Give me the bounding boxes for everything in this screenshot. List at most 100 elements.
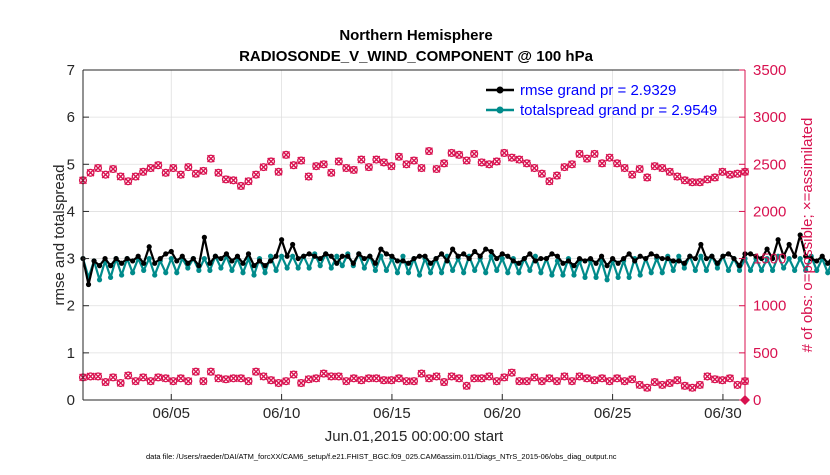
rmse-point xyxy=(792,253,798,259)
obs-possible-circle xyxy=(109,164,118,174)
totalspread-point xyxy=(284,265,290,271)
rmse-point xyxy=(345,253,351,259)
obs-possible-cross xyxy=(252,170,260,179)
obs-possible-cross xyxy=(718,167,727,176)
obs-possible-circle xyxy=(244,177,253,186)
rmse-point xyxy=(223,251,230,257)
obs-possible-cross xyxy=(364,163,373,172)
rmse-point xyxy=(814,258,820,264)
totalspread-point xyxy=(119,272,125,278)
totalspread-point xyxy=(201,255,207,262)
obs-assimilated-cross xyxy=(289,370,298,379)
obs-assimilated-circle xyxy=(229,374,238,383)
y-left-tick-label: 4 xyxy=(67,203,75,220)
obs-possible-circle xyxy=(477,158,486,167)
rmse-point xyxy=(654,253,660,259)
obs-assimilated-circle xyxy=(251,367,261,376)
obs-assimilated-cross xyxy=(327,372,336,381)
totalspread-point xyxy=(400,253,406,259)
obs-possible-cross xyxy=(289,161,298,170)
obs-possible-circle xyxy=(515,155,524,164)
rmse-point xyxy=(560,260,566,266)
obs-assimilated-cross xyxy=(244,377,253,386)
obs-assimilated-circle xyxy=(613,374,622,383)
obs-assimilated-cross xyxy=(410,377,418,386)
rmse-point xyxy=(152,260,158,266)
rmse-point xyxy=(571,263,577,269)
rmse-point xyxy=(621,255,627,262)
obs-possible-circle xyxy=(214,168,223,177)
obs-possible-cross xyxy=(507,153,516,162)
obs-possible-circle xyxy=(537,169,546,178)
rmse-point xyxy=(505,253,511,259)
obs-possible-circle xyxy=(387,162,396,171)
rmse-point xyxy=(240,260,246,266)
rmse-point xyxy=(218,255,224,262)
obs-possible-circle xyxy=(613,159,622,168)
obs-possible-circle xyxy=(169,164,178,173)
rmse-point xyxy=(764,246,770,252)
obs-assimilated-circle xyxy=(244,377,253,386)
obs-possible-circle xyxy=(289,161,298,170)
totalspread-line xyxy=(81,252,830,281)
obs-assimilated-circle xyxy=(124,371,133,380)
obs-assimilated-cross xyxy=(425,374,433,383)
rmse-point xyxy=(433,255,439,262)
rmse-point xyxy=(472,248,478,255)
obs-possible-circle xyxy=(688,178,697,187)
obs-possible-circle xyxy=(184,163,193,172)
totalspread-point xyxy=(163,270,169,276)
rmse-point xyxy=(372,260,378,266)
rmse-point xyxy=(367,253,373,259)
obs-assimilated-circle xyxy=(567,377,577,386)
rmse-point xyxy=(185,260,191,266)
totalspread-point xyxy=(659,270,665,276)
obs-assimilated-circle xyxy=(590,376,599,385)
obs-possible-circle xyxy=(319,160,328,169)
rmse-point xyxy=(808,255,814,262)
obs-assimilated-circle xyxy=(432,372,441,381)
rmse-point xyxy=(714,260,721,266)
obs-possible-circle xyxy=(485,160,494,169)
obs-possible-cross xyxy=(387,162,396,171)
obs-possible-cross xyxy=(643,173,652,182)
totalspread-point xyxy=(207,267,213,273)
obs-possible-circle xyxy=(440,159,449,168)
totalspread-point xyxy=(494,267,500,273)
obs-assimilated-cross xyxy=(357,376,366,385)
obs-possible-circle xyxy=(424,147,434,156)
obs-assimilated-circle xyxy=(274,378,283,388)
totalspread-point xyxy=(560,272,566,278)
totalspread-point xyxy=(394,270,401,276)
rmse-point xyxy=(466,255,472,262)
obs-possible-cross xyxy=(658,164,667,172)
totalspread-point xyxy=(792,267,798,273)
obs-possible-circle xyxy=(703,175,712,184)
data-file-footnote: data file: /Users/raeder/DAI/ATM_forcXX/… xyxy=(146,452,617,461)
obs-assimilated-circle xyxy=(605,377,614,386)
rmse-point xyxy=(190,255,196,262)
rmse-point xyxy=(422,253,428,259)
totalspread-point xyxy=(450,267,456,273)
totalspread-point xyxy=(736,267,743,273)
rmse-point xyxy=(598,253,605,259)
obs-possible-circle xyxy=(628,170,637,179)
obs-possible-cross xyxy=(357,155,366,164)
rmse-point xyxy=(124,255,130,262)
obs-possible-cross xyxy=(628,170,637,179)
totalspread-point xyxy=(185,265,191,271)
obs-assimilated-cross xyxy=(635,381,644,389)
obs-assimilated-cross xyxy=(237,374,245,383)
obs-possible-circle xyxy=(567,160,577,169)
obs-assimilated-cross xyxy=(116,379,125,387)
obs-possible-cross xyxy=(222,175,230,184)
obs-possible-circle xyxy=(116,172,125,181)
obs-assimilated-cross xyxy=(485,372,494,381)
totalspread-point xyxy=(781,265,787,271)
obs-assimilated-circle xyxy=(477,374,486,383)
obs-possible-cross xyxy=(733,169,742,178)
rmse-point xyxy=(731,255,737,262)
obs-possible-circle xyxy=(154,161,163,170)
rmse-point xyxy=(378,246,384,252)
obs-possible-circle xyxy=(304,172,313,181)
